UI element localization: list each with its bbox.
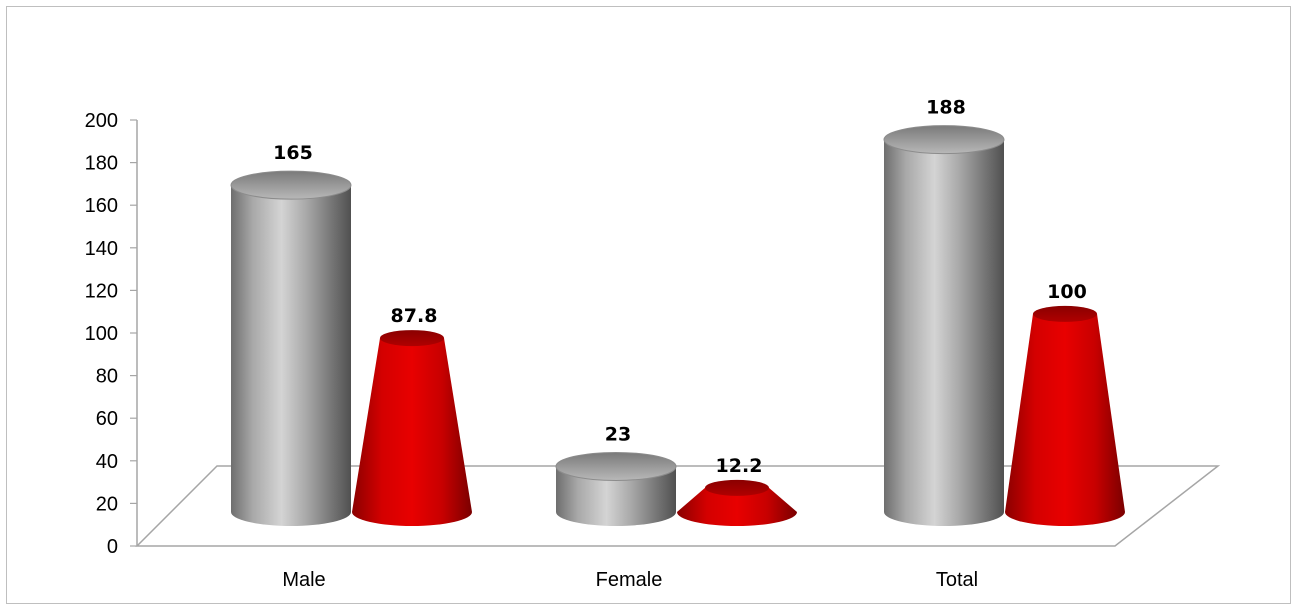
data-label: 23	[605, 423, 631, 445]
y-tick-label: 40	[96, 451, 118, 473]
data-label: 188	[926, 97, 966, 119]
data-label: 12.2	[716, 455, 763, 477]
cylinder-bar-top	[883, 125, 1005, 155]
data-label: 165	[273, 142, 313, 164]
y-tick-label: 0	[107, 536, 118, 558]
x-axis: Male Female Total	[282, 569, 978, 591]
y-tick-label: 160	[85, 195, 118, 217]
chart-floor	[135, 465, 1221, 547]
data-label: 87.8	[391, 305, 438, 327]
cone-bar-top	[380, 330, 444, 347]
floor-outline	[135, 465, 1221, 547]
cylinder-bar-top	[230, 170, 352, 200]
cylinder-bar-top	[555, 451, 677, 481]
y-tick-label: 100	[85, 323, 118, 345]
data-labels-group: 165 87.8 23 12.2 188 100	[273, 97, 1087, 477]
y-tick-label: 120	[85, 280, 118, 302]
cylinder-bar-body	[556, 466, 676, 526]
y-tick-label: 20	[96, 493, 118, 515]
cone-bar-top	[705, 479, 769, 496]
x-category-label: Total	[936, 569, 978, 591]
cone-bar-body	[352, 338, 472, 526]
cylinder-bar-body	[884, 139, 1004, 526]
bars-group	[230, 125, 1125, 527]
y-tick-label: 180	[85, 153, 118, 175]
y-axis: 0 20 40 60 80 100 120 140 160 180 200	[85, 110, 138, 558]
cone-bar-body	[677, 487, 797, 526]
x-category-label: Female	[596, 569, 663, 591]
data-label: 100	[1047, 281, 1087, 303]
y-tick-label: 80	[96, 366, 118, 388]
y-tick-label: 200	[85, 110, 118, 132]
x-category-label: Male	[282, 569, 325, 591]
cylinder-bar-body	[231, 185, 351, 527]
cone-bar-body	[1005, 313, 1125, 526]
y-tick-label: 60	[96, 408, 118, 430]
cone-bar-top	[1033, 305, 1097, 322]
y-tick-label: 140	[85, 238, 118, 260]
